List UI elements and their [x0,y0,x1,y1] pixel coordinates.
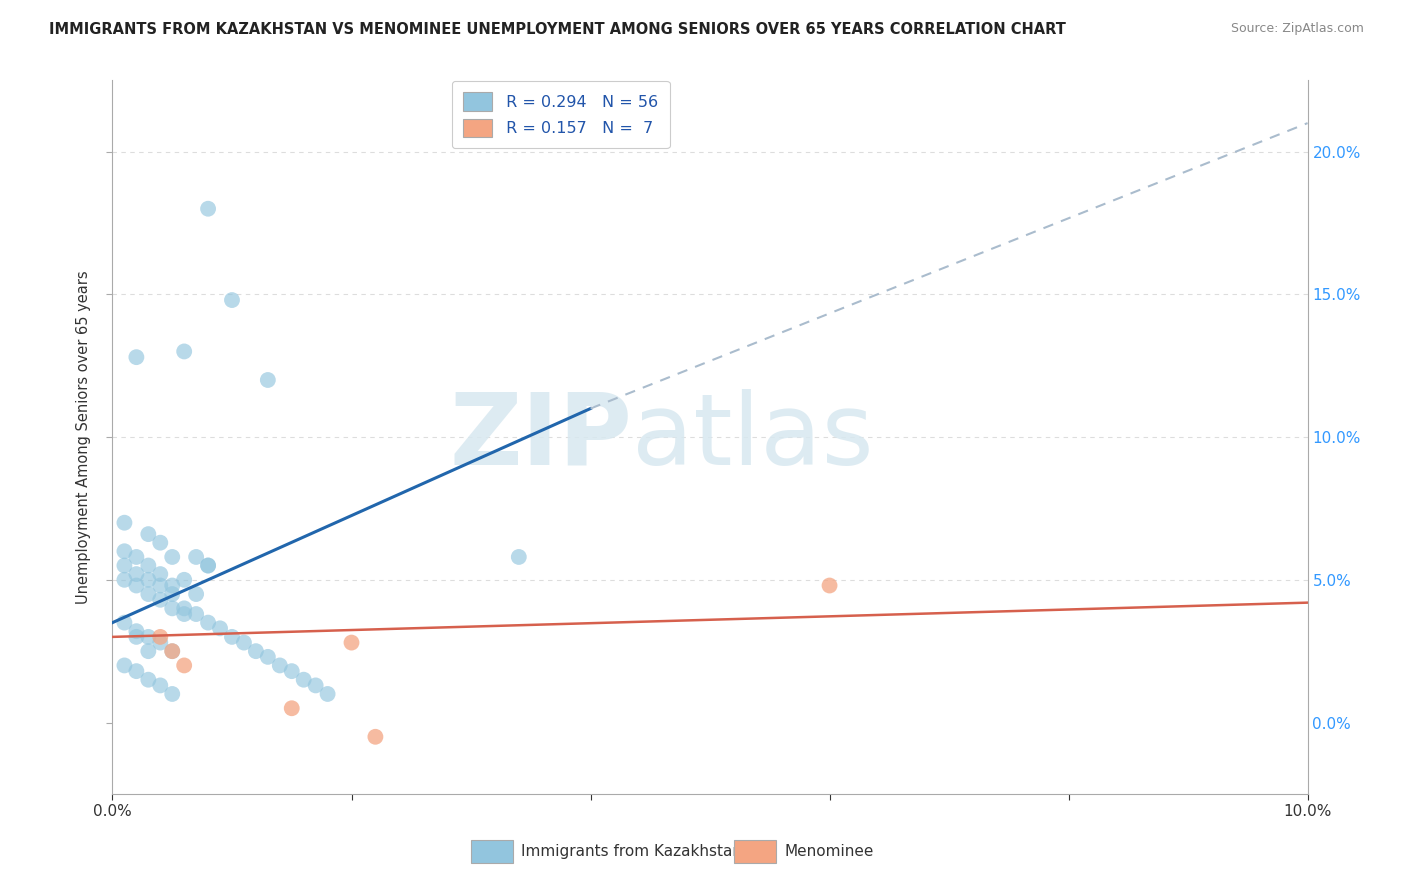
Text: Source: ZipAtlas.com: Source: ZipAtlas.com [1230,22,1364,36]
Point [269,658,291,673]
Point [149,635,172,649]
Text: IMMIGRANTS FROM KAZAKHSTAN VS MENOMINEE UNEMPLOYMENT AMONG SENIORS OVER 65 YEARS: IMMIGRANTS FROM KAZAKHSTAN VS MENOMINEE … [49,22,1066,37]
Point [281,701,304,715]
Point [197,202,219,216]
Point [245,644,267,658]
Point [818,578,841,592]
Point [364,730,387,744]
Point [125,578,148,592]
Point [508,549,530,564]
Point [138,644,160,658]
Point [292,673,315,687]
Text: Immigrants from Kazakhstan: Immigrants from Kazakhstan [522,844,742,859]
Point [114,658,135,673]
Point [162,587,183,601]
Point [162,644,183,658]
Point [149,567,172,582]
Point [149,592,172,607]
Point [138,587,160,601]
Point [125,350,148,364]
Point [162,687,183,701]
Point [197,615,219,630]
Legend:  R = 0.294   N = 56,  R = 0.157   N =  7: R = 0.294 N = 56, R = 0.157 N = 7 [451,81,669,148]
Point [138,573,160,587]
Point [281,664,304,678]
FancyBboxPatch shape [471,840,513,863]
Point [125,624,148,639]
Point [305,678,328,692]
Point [162,578,183,592]
Y-axis label: Unemployment Among Seniors over 65 years: Unemployment Among Seniors over 65 years [76,270,91,604]
Point [162,644,183,658]
Point [114,544,135,558]
Point [197,558,219,573]
Text: Menominee: Menominee [785,844,873,859]
Point [114,573,135,587]
Point [138,527,160,541]
Point [221,630,243,644]
Point [125,567,148,582]
Point [138,558,160,573]
Point [114,615,135,630]
Point [173,344,195,359]
FancyBboxPatch shape [734,840,776,863]
Point [149,630,172,644]
Point [149,678,172,692]
Point [257,649,280,664]
Point [316,687,339,701]
Text: ZIP: ZIP [450,389,633,485]
Point [114,558,135,573]
Point [186,607,208,621]
Point [197,558,219,573]
Point [149,578,172,592]
Point [186,587,208,601]
Point [173,601,195,615]
Point [173,573,195,587]
Text: atlas: atlas [633,389,875,485]
Point [209,621,232,635]
Point [173,607,195,621]
Point [186,549,208,564]
Point [125,664,148,678]
Point [149,535,172,549]
Point [162,549,183,564]
Point [138,673,160,687]
Point [125,549,148,564]
Point [173,658,195,673]
Point [257,373,280,387]
Point [125,630,148,644]
Point [114,516,135,530]
Point [340,635,363,649]
Point [162,601,183,615]
Point [138,630,160,644]
Point [233,635,256,649]
Point [221,293,243,307]
